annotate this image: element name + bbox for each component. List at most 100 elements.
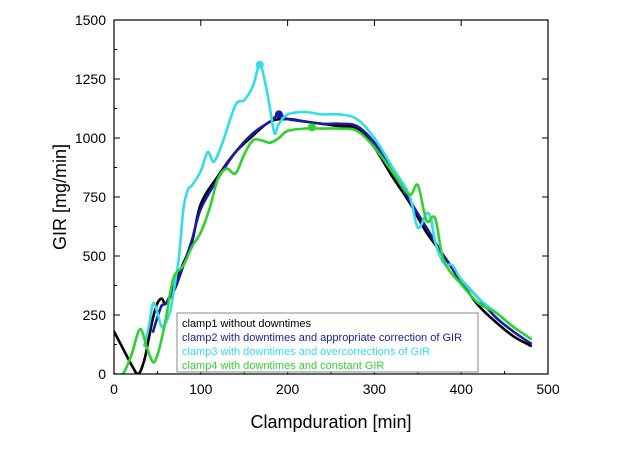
- data-point: [416, 183, 420, 187]
- data-point: [494, 320, 498, 324]
- data-point: [251, 139, 255, 142]
- data-point: [156, 311, 159, 314]
- data-point: [355, 124, 359, 128]
- data-point: [234, 150, 237, 154]
- series-layer: [114, 60, 532, 374]
- x-axis-title: Clampduration [min]: [250, 412, 411, 432]
- data-point: [251, 132, 255, 135]
- data-point: [425, 226, 428, 229]
- data-point: [190, 183, 194, 187]
- data-point: [169, 290, 172, 293]
- peak-marker: [274, 110, 283, 119]
- data-point: [459, 278, 463, 281]
- legend-entry-clamp3: clamp3 with downtimes and overcorrection…: [182, 346, 430, 358]
- data-point: [338, 124, 342, 128]
- data-point: [286, 117, 289, 121]
- data-point: [338, 113, 342, 116]
- data-point: [130, 363, 133, 366]
- data-point: [160, 304, 163, 307]
- data-point: [173, 283, 177, 286]
- data-point: [390, 174, 394, 178]
- data-point: [529, 342, 532, 345]
- data-point: [442, 259, 446, 263]
- data-point: [512, 334, 515, 338]
- data-point: [206, 150, 209, 154]
- data-point: [151, 360, 155, 364]
- x-tick-label: 0: [110, 381, 118, 397]
- y-tick-label: 250: [83, 307, 107, 323]
- data-point: [147, 337, 150, 340]
- data-point: [151, 330, 155, 333]
- data-point: [182, 264, 185, 267]
- data-point: [173, 273, 177, 277]
- data-point: [390, 165, 394, 168]
- data-point: [286, 129, 289, 133]
- data-point: [512, 325, 515, 329]
- data-point: [477, 297, 480, 300]
- data-point: [251, 84, 255, 88]
- y-axis-title: GIR [mg/min]: [50, 144, 70, 250]
- data-point: [130, 353, 133, 357]
- data-point: [169, 309, 172, 312]
- data-point: [303, 127, 307, 130]
- y-tick-label: 0: [98, 366, 106, 382]
- data-point: [199, 231, 203, 234]
- data-point: [277, 136, 281, 140]
- data-point: [303, 110, 307, 114]
- peak-marker: [307, 123, 316, 132]
- legend-entry-clamp2: clamp2 with downtimes and appropriate co…: [182, 332, 462, 344]
- y-tick-label: 1500: [75, 12, 106, 28]
- legend-entry-clamp1: clamp1 without downtimes: [182, 318, 312, 330]
- data-point: [147, 325, 150, 329]
- data-point: [321, 113, 324, 116]
- data-point: [186, 188, 190, 192]
- data-point: [373, 146, 376, 149]
- data-point: [321, 127, 324, 130]
- data-point: [512, 330, 515, 333]
- data-point: [264, 84, 268, 88]
- data-point: [425, 231, 428, 234]
- data-point: [416, 226, 420, 229]
- data-point: [156, 301, 159, 305]
- series-line-clamp2: [151, 113, 532, 345]
- legend-entry-clamp4: clamp4 with downtimes and constant GIR: [182, 360, 384, 372]
- data-point: [355, 129, 359, 133]
- data-point: [177, 254, 181, 258]
- x-tick-label: 200: [276, 381, 300, 397]
- data-point: [190, 238, 194, 241]
- data-point: [407, 193, 411, 196]
- x-tick-label: 100: [189, 381, 213, 397]
- data-point: [338, 122, 342, 126]
- legend-box: [176, 312, 479, 373]
- x-tick-label: 500: [536, 381, 560, 397]
- data-point: [199, 207, 203, 211]
- data-point: [199, 169, 203, 173]
- data-point: [160, 325, 163, 329]
- data-point: [451, 264, 454, 267]
- data-point: [160, 337, 163, 340]
- data-point: [459, 283, 463, 286]
- y-tick-label: 750: [83, 189, 107, 205]
- series-line-clamp4: [114, 127, 532, 374]
- data-point: [355, 117, 359, 121]
- data-point: [143, 358, 146, 362]
- data-point: [390, 169, 394, 173]
- data-point: [242, 98, 246, 102]
- data-point: [164, 316, 168, 319]
- y-tick-label: 500: [83, 248, 107, 264]
- data-point: [303, 120, 307, 123]
- data-point: [338, 127, 342, 130]
- data-point: [151, 301, 155, 305]
- data-point: [212, 160, 216, 163]
- data-point: [425, 219, 428, 222]
- data-point: [277, 122, 281, 126]
- data-point: [208, 207, 211, 211]
- data-point: [242, 153, 246, 156]
- peak-marker: [255, 60, 264, 69]
- data-point: [321, 122, 324, 126]
- data-point: [190, 245, 194, 248]
- data-point: [160, 297, 163, 300]
- x-tick-label: 400: [450, 381, 474, 397]
- data-point: [234, 103, 237, 107]
